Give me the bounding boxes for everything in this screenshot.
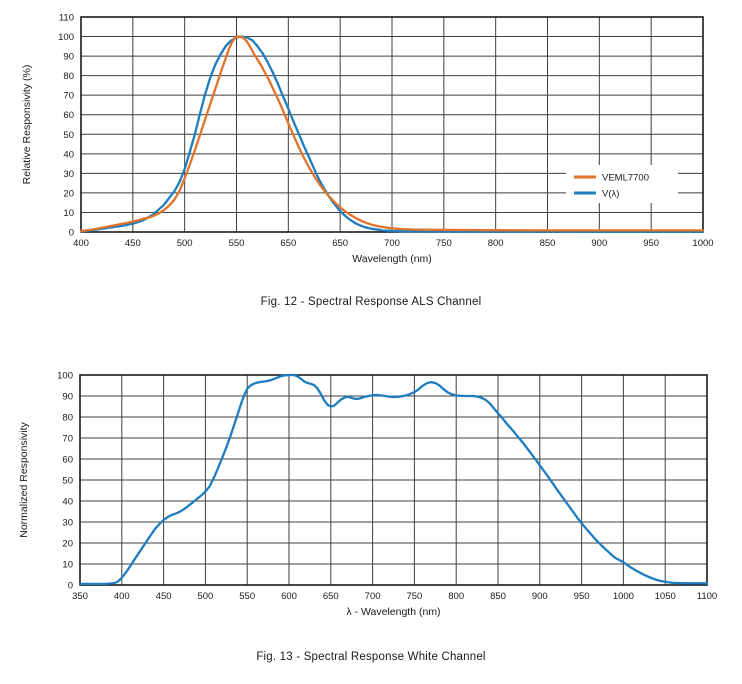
y-tick-label: 0 (68, 581, 73, 592)
fig13-caption: Fig. 13 - Spectral Response White Channe… (256, 651, 486, 663)
x-tick-label: 450 (156, 591, 172, 602)
x-tick-label: 750 (406, 591, 422, 602)
x-tick-label: 900 (591, 238, 607, 249)
x-tick-label: 550 (239, 591, 255, 602)
y-tick-label: 60 (62, 455, 73, 466)
x-tick-label: 650 (323, 591, 339, 602)
x-tick-label: 700 (384, 238, 400, 249)
y-tick-label: 40 (62, 497, 73, 508)
x-tick-label: 750 (436, 238, 452, 249)
legend-label-v-lambda: V(λ) (602, 189, 619, 200)
y-tick-label: 20 (62, 539, 73, 550)
x-tick-label: 500 (197, 591, 213, 602)
y-tick-label: 70 (62, 434, 73, 445)
x-tick-label: 500 (177, 238, 193, 249)
x-tick-label: 850 (490, 591, 506, 602)
y-tick-label: 10 (62, 560, 73, 571)
y-tick-label: 10 (63, 208, 74, 219)
als-chart-canvas: 400 450 500 550 650 650 700 750 800 850 900 950 1000… (21, 13, 714, 266)
x-tick-label: 600 (281, 591, 297, 602)
y-tick-label: 30 (63, 169, 74, 180)
curve-veml7700 (79, 35, 705, 233)
x-tick-label: 450 (125, 238, 141, 249)
legend-box (566, 165, 678, 203)
y-tick-label: 50 (62, 476, 73, 487)
x-tick-label: 950 (643, 238, 659, 249)
y-axis-title: Normalized Responsivity (18, 421, 30, 537)
curve-v-lambda (79, 35, 705, 233)
y-tick-label: 110 (59, 13, 74, 24)
x-tick-label: 400 (73, 238, 89, 249)
y-tick-label: 50 (63, 130, 74, 141)
y-tick-label: 30 (62, 518, 73, 529)
x-axis-title: Wavelength (nm) (352, 253, 432, 265)
white-chart-canvas: 350 400 450 500 550 600 650 700 750 800 850 900 950 1… (18, 371, 717, 619)
y-axis-title: Relative Responsivity (%) (21, 65, 33, 185)
x-tick-label: 1000 (692, 238, 713, 249)
y-tick-label: 20 (63, 188, 74, 199)
plot-border (79, 374, 708, 586)
x-tick-label: 650 (332, 238, 348, 249)
x-tick-label: 650 (280, 238, 296, 249)
fig12-caption: Fig. 12 - Spectral Response ALS Channel (260, 296, 482, 308)
y-tick-label: 80 (63, 71, 74, 82)
y-tick-label: 100 (58, 32, 74, 43)
legend-label-veml7700: VEML7700 (602, 173, 649, 184)
y-tick-label: 80 (62, 413, 73, 424)
y-tick-label: 40 (63, 149, 74, 160)
x-tick-label: 950 (574, 591, 590, 602)
curve-white-channel (78, 373, 709, 586)
x-tick-label: 1000 (613, 591, 634, 602)
y-tick-label: 70 (63, 91, 74, 102)
x-tick-label: 850 (540, 238, 556, 249)
x-tick-label: 400 (114, 591, 130, 602)
x-tick-label: 800 (448, 591, 464, 602)
y-tick-label: 90 (62, 392, 73, 403)
x-tick-label: 550 (229, 238, 245, 249)
y-tick-label: 0 (69, 228, 74, 239)
y-tick-label: 100 (57, 371, 73, 382)
x-tick-label: 350 (72, 591, 88, 602)
x-tick-label: 1050 (655, 591, 676, 602)
y-tick-label: 90 (63, 52, 74, 63)
x-tick-label: 900 (532, 591, 548, 602)
x-tick-label: 1100 (697, 591, 717, 602)
x-tick-label: 800 (488, 238, 504, 249)
x-tick-label: 700 (365, 591, 381, 602)
y-tick-label: 60 (63, 110, 74, 121)
x-axis-title: λ - Wavelength (nm) (346, 606, 440, 618)
